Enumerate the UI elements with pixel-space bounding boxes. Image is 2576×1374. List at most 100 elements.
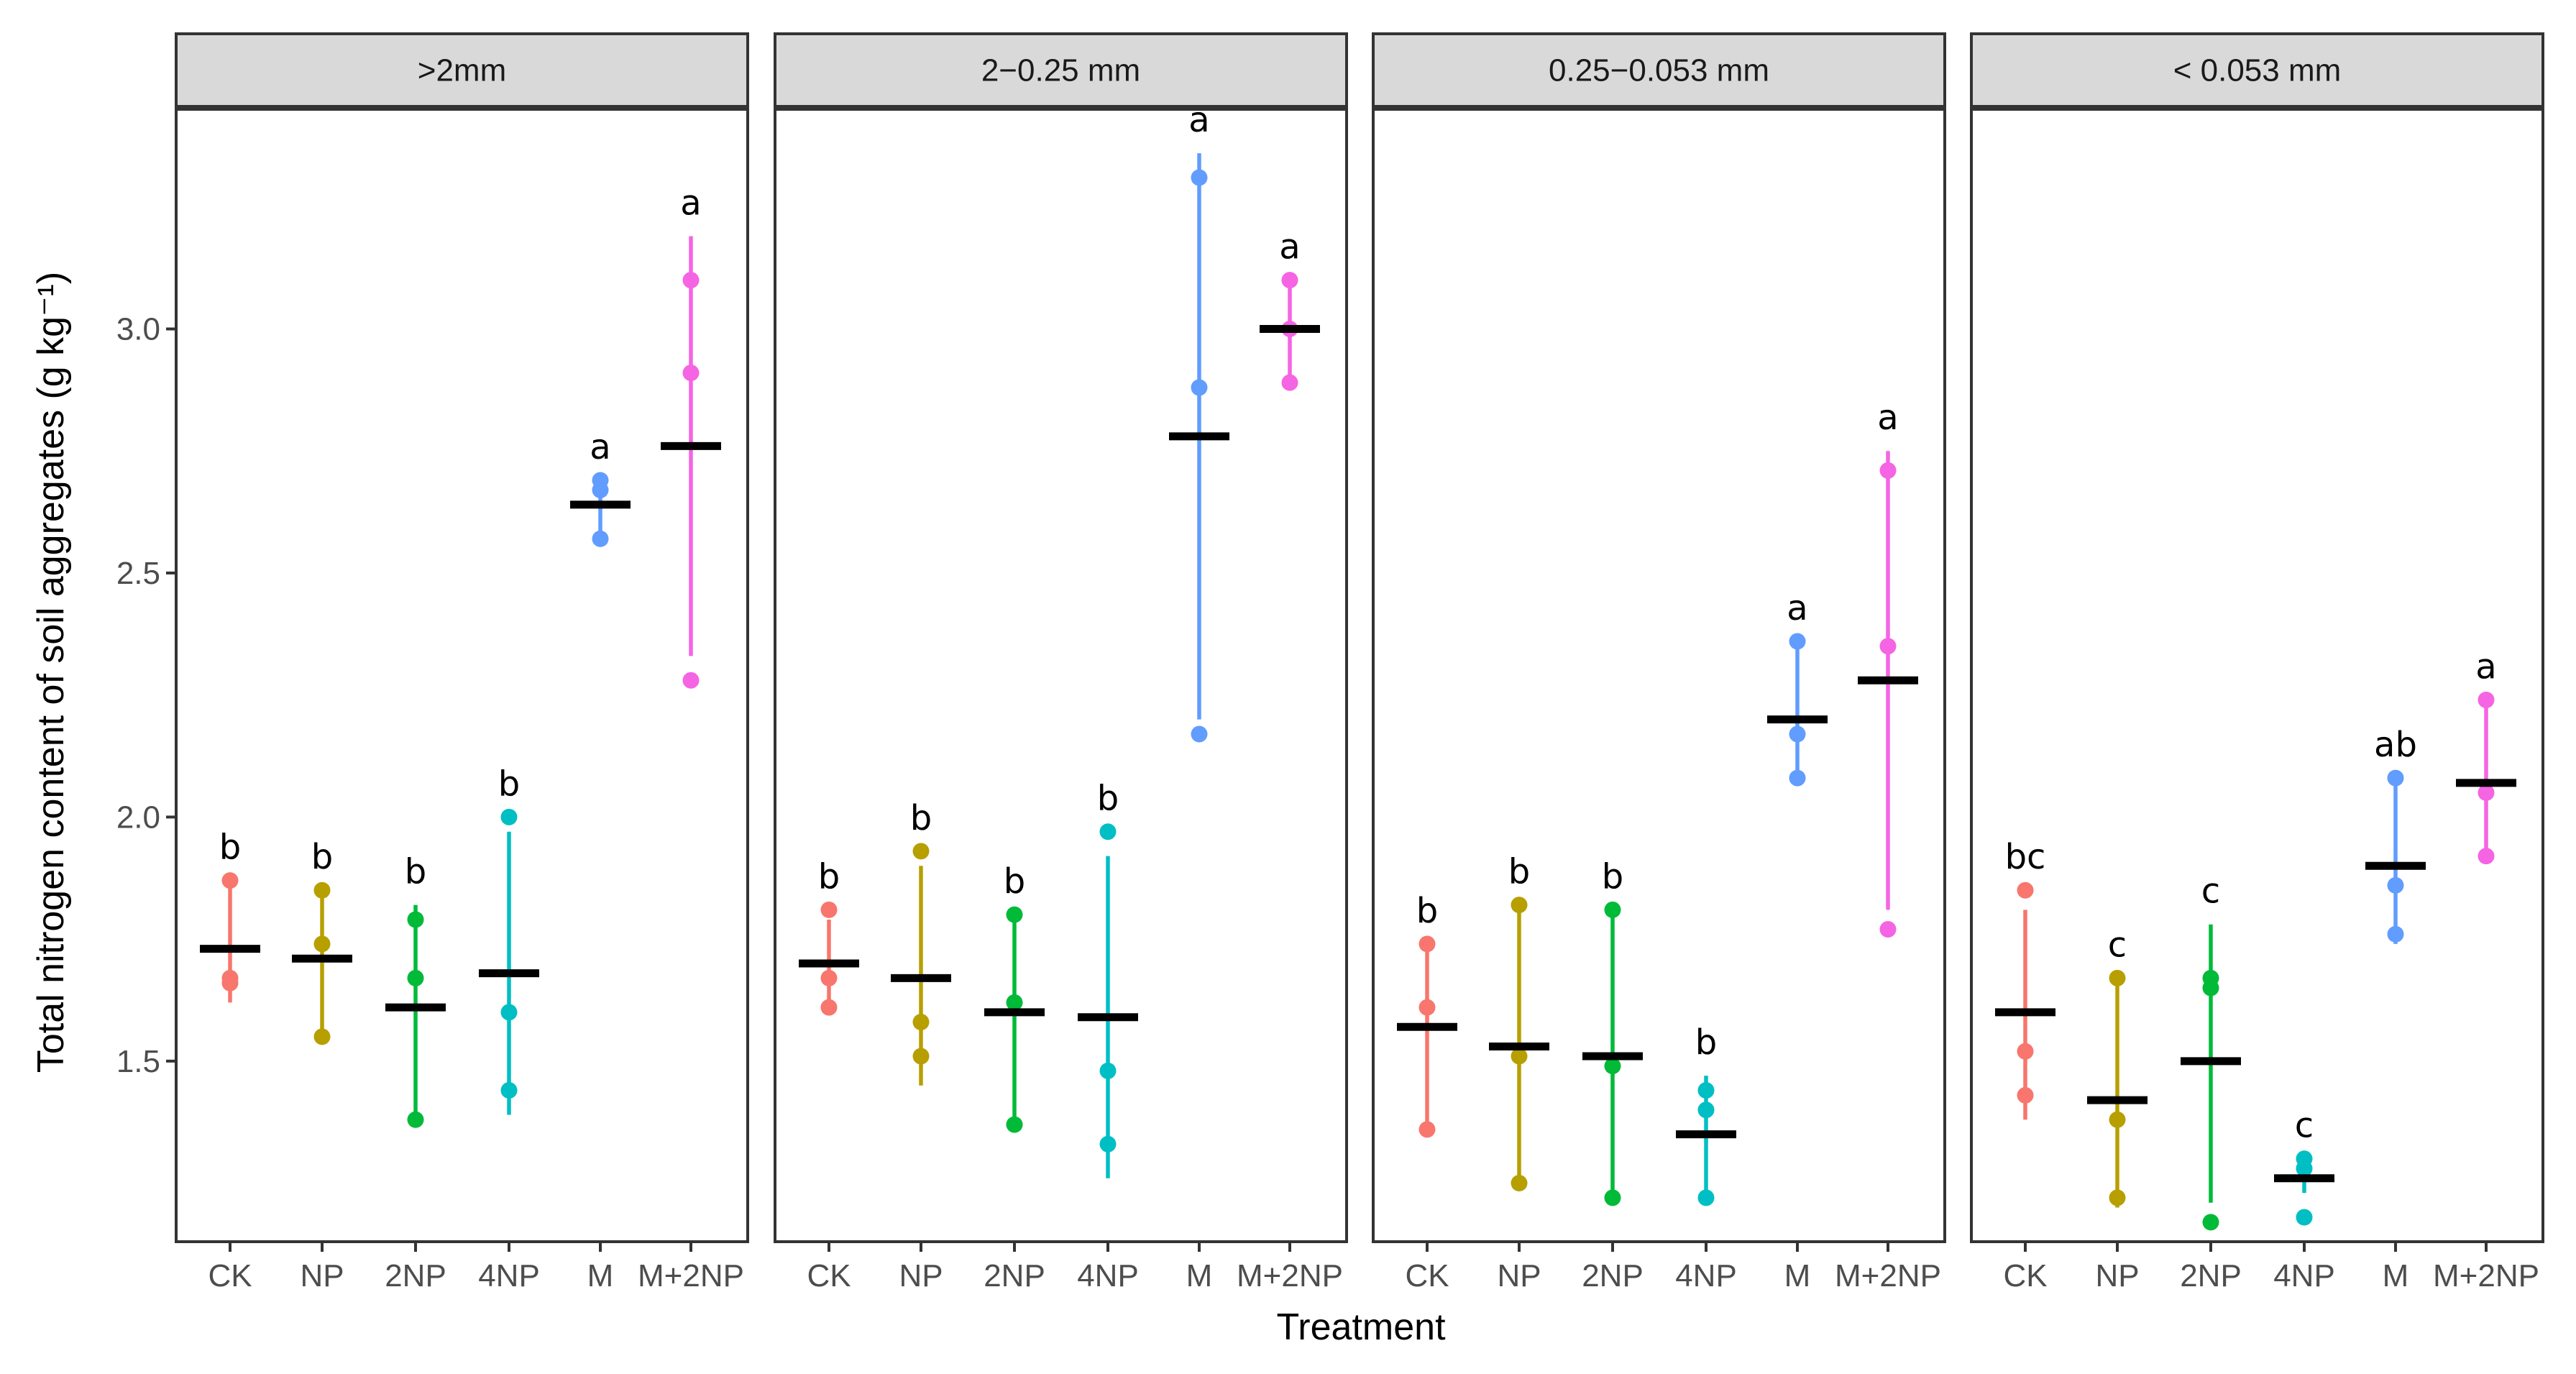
data-point (2017, 881, 2034, 899)
data-point (1418, 1121, 1436, 1138)
x-tick-label: M (1186, 1258, 1213, 1293)
panel-border (1970, 108, 2544, 1243)
data-point (2387, 876, 2404, 894)
y-tick-label: 1.5 (116, 1044, 160, 1079)
significance-letter: a (1279, 227, 1300, 267)
x-axis-title: Treatment (1276, 1306, 1446, 1348)
data-point (500, 808, 518, 825)
significance-letter: a (680, 183, 701, 224)
data-point (820, 999, 838, 1016)
significance-letter: b (1695, 1022, 1717, 1063)
data-point (2109, 1189, 2126, 1206)
facet-panel: >2mm b CK b NP b 2NP b 4NP a Ma M+2NP (175, 32, 749, 1293)
data-point (1191, 379, 1208, 396)
significance-letter: a (1188, 100, 1209, 140)
x-tick-label: CK (1405, 1258, 1449, 1293)
data-point (221, 872, 239, 889)
significance-letter: c (2201, 871, 2220, 912)
data-point (500, 1004, 518, 1021)
data-point (1879, 638, 1897, 655)
data-point (1511, 897, 1528, 914)
data-point (2387, 925, 2404, 943)
data-point (1604, 1189, 1621, 1206)
data-point (221, 974, 239, 991)
significance-letter: b (1097, 779, 1119, 819)
data-point (2478, 784, 2495, 801)
facet-panel: < 0.053 mm bc CK c NP c 2NP c 4NP ab Ma M+2NP (1970, 32, 2544, 1293)
data-point (912, 1014, 930, 1031)
x-tick-label: NP (300, 1258, 344, 1293)
data-point (1604, 901, 1621, 918)
x-tick-label: M+2NP (1835, 1258, 1941, 1293)
data-point (2478, 848, 2495, 865)
data-point (820, 901, 838, 918)
x-tick-label: 2NP (2180, 1258, 2242, 1293)
x-tick-label: M+2NP (2433, 1258, 2539, 1293)
data-point (1418, 999, 1436, 1016)
facet-panel: 0.25−0.053 mm b CK b NP b 2NP b 4NP a Ma M+2NP (1372, 32, 1946, 1293)
significance-letter: a (1877, 398, 1898, 438)
significance-letter: b (1416, 891, 1438, 931)
data-point (313, 935, 331, 953)
data-point (1191, 725, 1208, 743)
x-tick-label: 4NP (478, 1258, 540, 1293)
significance-letter: b (818, 856, 840, 897)
data-point (592, 530, 609, 547)
x-tick-label: NP (899, 1258, 943, 1293)
data-point (313, 1028, 331, 1045)
x-tick-label: CK (807, 1258, 851, 1293)
data-point (2296, 1160, 2313, 1177)
data-point (2202, 1214, 2219, 1231)
significance-letter: b (219, 828, 241, 868)
data-point (1006, 1116, 1023, 1133)
facet-strip-label: 2−0.25 mm (981, 53, 1140, 88)
data-point (912, 843, 930, 860)
x-tick-label: CK (2003, 1258, 2047, 1293)
data-point (1511, 1048, 1528, 1065)
data-point (1604, 1058, 1621, 1075)
data-point (313, 881, 331, 899)
x-tick-label: M (587, 1258, 614, 1293)
x-tick-label: M (2383, 1258, 2409, 1293)
data-point (1511, 1175, 1528, 1192)
facet-strip (1970, 32, 2544, 108)
x-tick-label: M+2NP (1237, 1258, 1343, 1293)
facet-strip (774, 32, 1348, 108)
facet-panels: >2mm b CK b NP b 2NP b 4NP a Ma M+2NP 2−0.25 mm b CK b N… (175, 32, 2544, 1293)
data-point (592, 482, 609, 499)
data-point (2478, 691, 2495, 708)
significance-letter: c (2295, 1106, 2314, 1146)
data-point (1879, 921, 1897, 938)
x-tick-label: M (1784, 1258, 1811, 1293)
data-point (2387, 769, 2404, 787)
facet-strip-label: >2mm (418, 53, 506, 88)
data-point (2296, 1209, 2313, 1226)
data-point (1191, 169, 1208, 186)
x-tick-label: M+2NP (638, 1258, 744, 1293)
significance-letter: b (311, 837, 333, 877)
data-point (500, 1082, 518, 1099)
data-point (1697, 1189, 1715, 1206)
data-point (912, 1048, 930, 1065)
significance-letter: b (1004, 861, 1025, 902)
data-point (1879, 462, 1897, 479)
data-point (1697, 1102, 1715, 1119)
significance-letter: b (1602, 856, 1623, 897)
y-tick-label: 2.5 (116, 556, 160, 591)
significance-letter: a (1787, 588, 1807, 628)
facet-panel: 2−0.25 mm b CK b NP b 2NP b 4NP a Ma M+2NP (774, 32, 1348, 1293)
significance-letter: a (2475, 646, 2496, 687)
data-point (682, 672, 700, 689)
data-point (2017, 1086, 2034, 1104)
data-point (2109, 969, 2126, 986)
data-point (1099, 823, 1117, 841)
facet-strip-label: < 0.053 mm (2173, 53, 2342, 88)
data-point (1418, 935, 1436, 953)
significance-letter: a (590, 427, 610, 467)
x-tick-label: 4NP (2273, 1258, 2335, 1293)
x-tick-label: 2NP (1582, 1258, 1644, 1293)
x-tick-label: NP (2095, 1258, 2139, 1293)
data-point (407, 1111, 424, 1128)
